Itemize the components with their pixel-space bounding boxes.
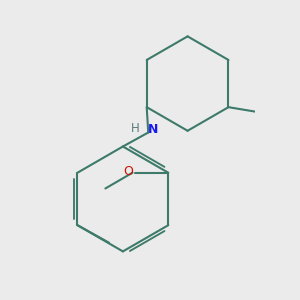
Text: O: O [123,165,133,178]
Text: H: H [131,122,140,135]
Text: N: N [147,123,158,136]
